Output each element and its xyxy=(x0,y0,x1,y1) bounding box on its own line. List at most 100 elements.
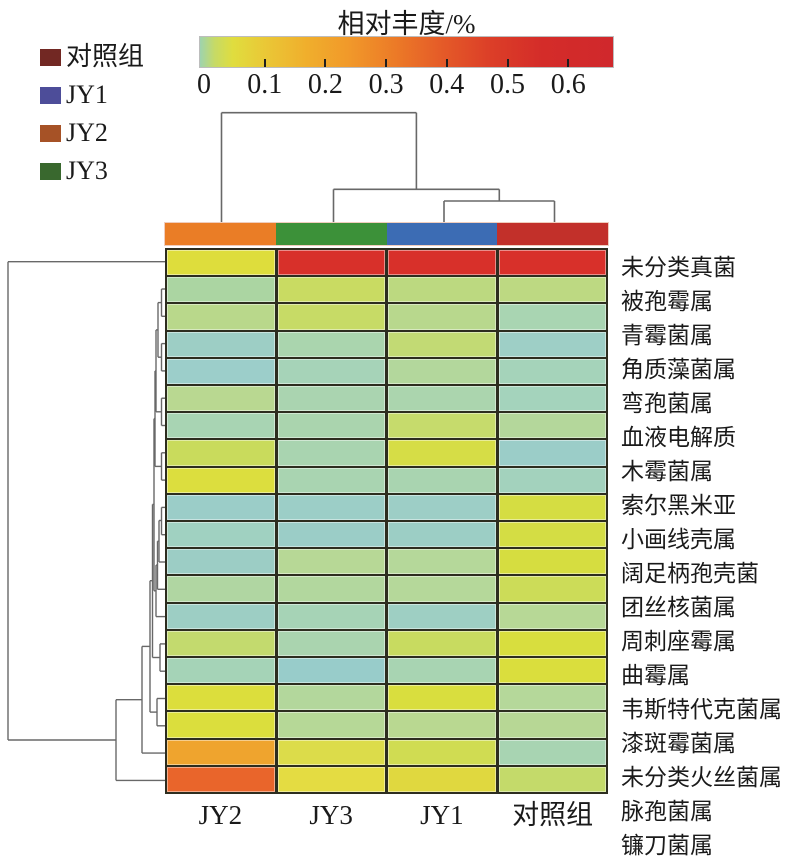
column-annotation-JY2 xyxy=(165,223,276,245)
heatmap-cell xyxy=(277,658,385,684)
column-label: JY1 xyxy=(420,800,464,830)
heatmap-cell xyxy=(388,658,496,684)
heatmap-grid xyxy=(165,248,608,794)
row-label: 周刺座霉属 xyxy=(621,629,736,654)
heatmap-cell xyxy=(167,766,275,792)
heatmap-cell xyxy=(498,440,606,466)
colorbar-tick xyxy=(445,59,448,67)
row-labels: 未分类真菌 被孢霉属 青霉菌属 角质藻菌属 弯孢菌属 血液电解质 木霉菌属 索尔黑米亚 小画线壳… xyxy=(616,248,800,858)
colorbar-tick xyxy=(506,59,509,67)
colorbar-tick-label: 0.4 xyxy=(429,69,465,100)
heatmap-cell xyxy=(498,277,606,303)
column-label: 对照组 xyxy=(512,800,594,830)
heatmap-cell xyxy=(498,630,606,656)
legend-label: JY1 xyxy=(66,80,108,109)
legend-item: JY2 xyxy=(40,118,144,148)
heatmap-cell xyxy=(167,413,275,439)
legend-swatch-icon xyxy=(40,124,61,142)
heatmap-cell xyxy=(277,304,385,330)
row-label: 韦斯特代克菌属 xyxy=(621,697,782,722)
row-label: 被孢霉属 xyxy=(621,289,713,314)
colorbar-tick-label: 0.2 xyxy=(307,69,343,100)
column-label: JY2 xyxy=(198,800,243,830)
legend-item: 对照组 xyxy=(40,42,144,72)
heatmap-cell xyxy=(167,685,275,711)
heatmap-cell xyxy=(388,630,496,656)
heatmap-cell xyxy=(388,358,496,384)
row-label: 索尔黑米亚 xyxy=(621,493,736,518)
heatmap-cell xyxy=(167,549,275,575)
heatmap-cell xyxy=(277,576,385,602)
heatmap-cell xyxy=(388,277,496,303)
legend-item: JY1 xyxy=(40,80,144,110)
heatmap-cell xyxy=(388,494,496,520)
row-dendrogram xyxy=(7,261,165,782)
row-label: 青霉菌属 xyxy=(621,323,713,348)
heatmap-cell xyxy=(498,766,606,792)
column-annotation-对照组 xyxy=(497,223,608,245)
legend-label: JY2 xyxy=(66,118,108,147)
heatmap-cell xyxy=(388,549,496,575)
colorbar-tick-label: 0.3 xyxy=(368,69,404,100)
column-dendrogram xyxy=(220,111,556,222)
heatmap-cell xyxy=(277,739,385,765)
heatmap-cell xyxy=(388,250,496,276)
heatmap-cell xyxy=(277,630,385,656)
heatmap-cell xyxy=(167,277,275,303)
heatmap-cell xyxy=(167,494,275,520)
column-annotation-JY3 xyxy=(275,223,387,245)
heatmap-cell xyxy=(388,304,496,330)
row-label: 赤霉菌属 xyxy=(616,860,800,866)
heatmap-cell xyxy=(388,685,496,711)
heatmap-cell xyxy=(388,712,496,738)
heatmap-cell xyxy=(388,576,496,602)
row-label: 角质藻菌属 xyxy=(621,357,736,382)
row-label: 未分类真菌 xyxy=(621,255,736,280)
heatmap-cell xyxy=(167,712,275,738)
heatmap-cell xyxy=(498,685,606,711)
heatmap-cell xyxy=(498,358,606,384)
heatmap-cell xyxy=(167,739,275,765)
colorbar-tick-label: 0.1 xyxy=(247,69,283,100)
colorbar-tick xyxy=(324,59,327,67)
heatmap-cell xyxy=(498,386,606,412)
heatmap-cell xyxy=(277,440,385,466)
heatmap-cell xyxy=(388,413,496,439)
heatmap-cell xyxy=(167,630,275,656)
row-label: 木霉菌属 xyxy=(621,459,713,484)
heatmap-cell xyxy=(167,467,275,493)
colorbar-gradient xyxy=(200,37,613,67)
heatmap-cell xyxy=(277,766,385,792)
row-label: 脉孢菌属 xyxy=(621,799,713,824)
heatmap-cell xyxy=(498,658,606,684)
heatmap-cell xyxy=(167,576,275,602)
heatmap-cell xyxy=(498,549,606,575)
heatmap-cell xyxy=(167,603,275,629)
heatmap-cell xyxy=(277,413,385,439)
heatmap-cell xyxy=(277,549,385,575)
heatmap-cell xyxy=(498,304,606,330)
heatmap-cell xyxy=(167,304,275,330)
column-annotation-bar xyxy=(165,223,608,245)
heatmap-cell xyxy=(388,603,496,629)
group-legend: 对照组 JY1 JY2 JY3 xyxy=(40,42,144,194)
colorbar-title: 相对丰度/% xyxy=(337,9,476,39)
heatmap-cell xyxy=(498,576,606,602)
legend-swatch-icon xyxy=(40,48,61,66)
heatmap-cell xyxy=(498,522,606,548)
heatmap-cell xyxy=(277,250,385,276)
heatmap-cell xyxy=(498,331,606,357)
heatmap-cell xyxy=(498,250,606,276)
legend-swatch-icon xyxy=(40,86,61,104)
row-label: 血液电解质 xyxy=(621,425,736,450)
colorbar-tick xyxy=(263,59,266,67)
legend-label: 对照组 xyxy=(66,42,145,71)
heatmap-cell xyxy=(277,685,385,711)
heatmap-cell xyxy=(167,440,275,466)
row-label: 未分类火丝菌属 xyxy=(621,765,782,790)
colorbar-tick-labels: 0 0.1 0.2 0.3 0.4 0.5 0.6 xyxy=(197,69,613,101)
heatmap-cell xyxy=(277,277,385,303)
legend-item: JY3 xyxy=(40,156,144,186)
heatmap-cell xyxy=(388,766,496,792)
